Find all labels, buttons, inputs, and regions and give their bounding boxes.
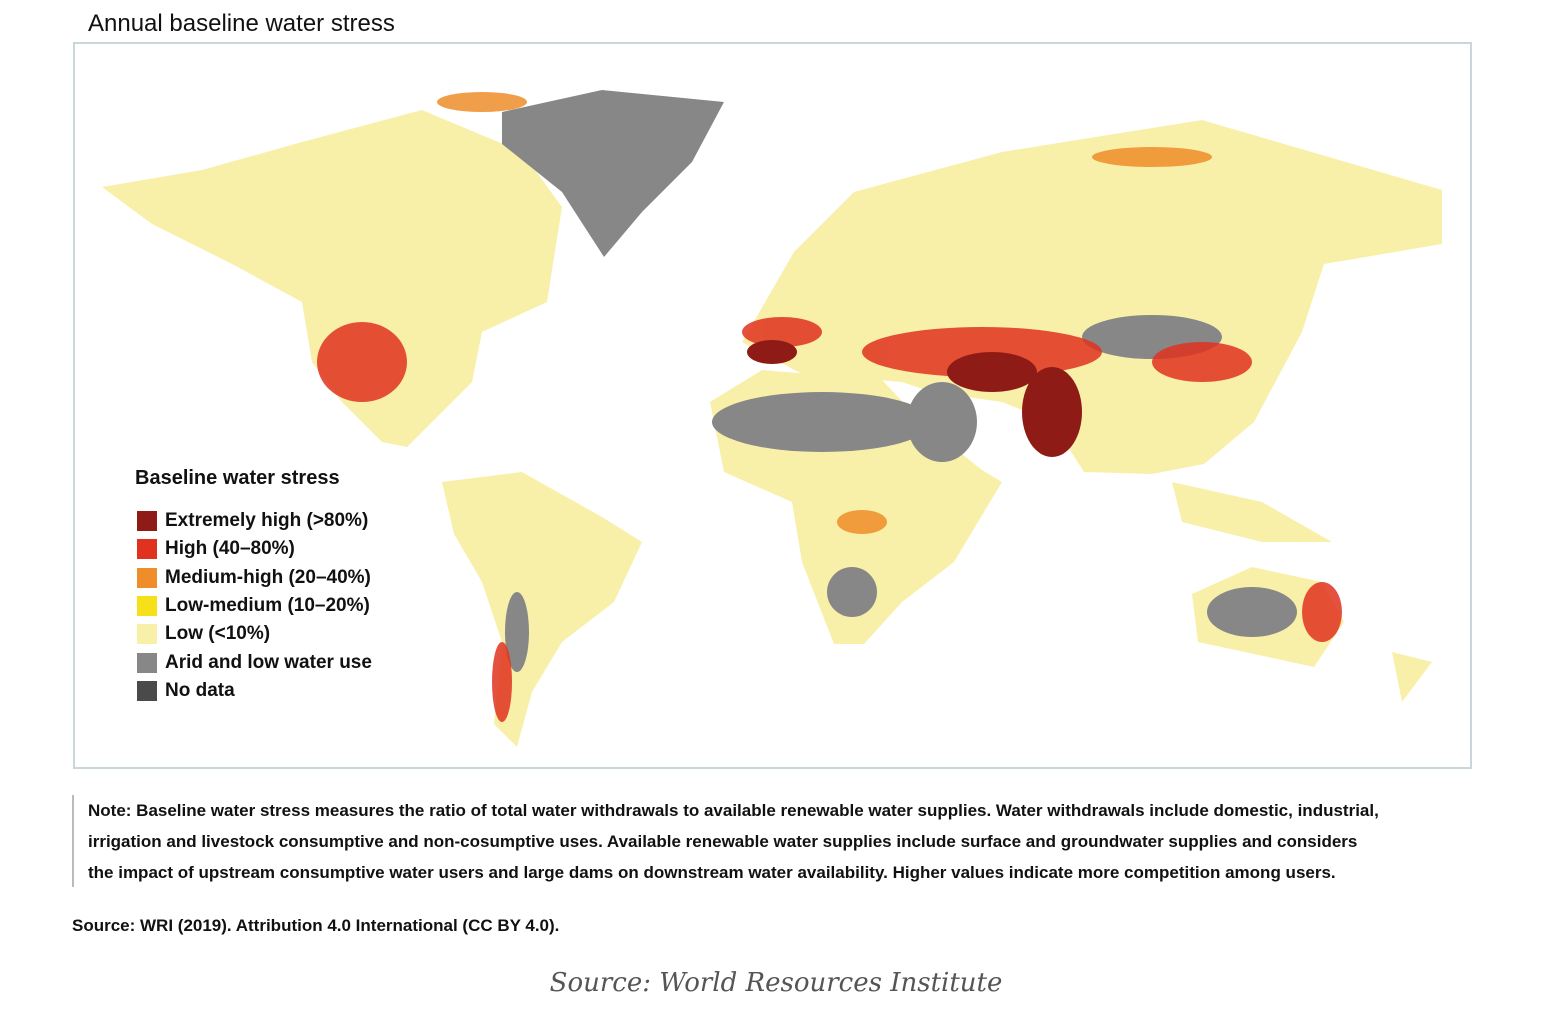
legend-swatch [137,680,157,701]
note-bar [72,795,74,887]
legend-item: No data [137,680,235,702]
note-line: irrigation and livestock consumptive and… [88,832,1358,851]
legend-label: High (40–80%) [165,538,295,560]
legend-label: No data [165,679,235,701]
legend-label: Low-medium (10–20%) [165,594,370,616]
note-line: Note: Baseline water stress measures the… [88,801,1379,820]
legend-item: Medium-high (20–40%) [137,567,371,589]
land-medium [437,92,1212,534]
caption: Source: World Resources Institute [549,968,1003,998]
legend-swatch [137,652,157,673]
legend-label: Extremely high (>80%) [165,510,369,531]
legend-item: Low (<10%) [137,623,270,645]
note-line: the impact of upstream consumptive water… [88,863,1336,882]
legend-swatch [137,624,157,645]
legend-swatch [137,567,157,588]
legend-label: Arid and low water use [165,651,372,673]
legend-swatch [137,511,157,531]
legend-title: Baseline water stress [135,467,340,489]
map-frame [73,42,1472,769]
legend-swatch [137,539,157,560]
land-arid [502,90,1297,672]
map-title: Annual baseline water stress [88,10,395,37]
land-extreme [747,340,1082,457]
land-high [317,317,1342,722]
legend-item: Extremely high (>80%) [137,510,368,532]
legend-item: Arid and low water use [137,652,372,674]
legend-label: Low (<10%) [165,623,271,645]
legend-item: High (40–80%) [137,538,295,560]
source: Source: WRI (2019). Attribution 4.0 Inte… [72,916,560,935]
legend-swatch [137,595,157,616]
world-map [102,90,1442,747]
legend-item: Low-medium (10–20%) [137,595,370,617]
legend-label: Medium-high (20–40%) [165,566,371,588]
